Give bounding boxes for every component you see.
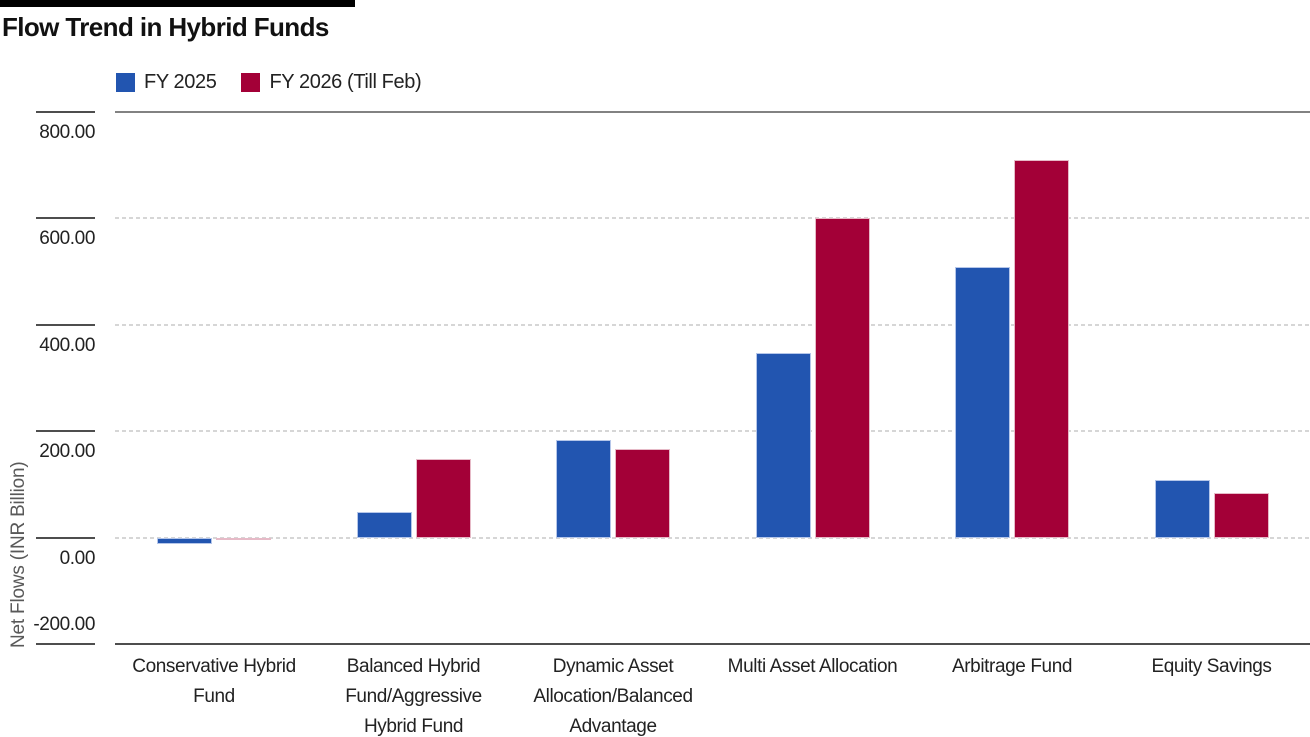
x-axis-label-4: Arbitrage Fund <box>951 656 1073 677</box>
gridline-200 <box>115 430 1310 433</box>
y-tick-label--200: -200.00 <box>33 614 95 635</box>
bar-fy-2025-0 <box>157 537 212 544</box>
legend-label-fy2025: FY 2025 <box>144 71 217 93</box>
x-axis-label-0: Conservative Hybrid Fund <box>132 656 296 707</box>
y-tick-0 <box>36 536 95 539</box>
x-axis-label-1: Balanced Hybrid Fund/Aggressive Hybrid F… <box>345 656 482 737</box>
y-tick-label-0: 0.00 <box>59 547 96 569</box>
bar-fy-2026-till-feb--4 <box>1014 159 1069 538</box>
bar-fy-2025-4 <box>955 267 1010 538</box>
legend-item-fy2025: FY 2025 <box>116 71 217 94</box>
legend-swatch-fy2025 <box>116 73 135 92</box>
y-tick-label-800: 800.00 <box>39 122 95 143</box>
bar-fy-2025-3 <box>755 352 811 538</box>
gridline-800 <box>115 111 1310 113</box>
bar-fy-2026-till-feb--5 <box>1213 493 1269 538</box>
gridline-0 <box>115 536 1310 539</box>
gridline--200 <box>115 643 1310 645</box>
bar-fy-2025-2 <box>556 439 611 538</box>
legend-swatch-fy2026 <box>241 73 261 92</box>
legend-item-fy2026: FY 2026 (Till Feb) <box>241 71 422 94</box>
chart-title: Flow Trend in Hybrid Funds <box>2 12 329 42</box>
y-tick-label-400: 400.00 <box>39 334 95 356</box>
title-accent-bar <box>0 0 355 7</box>
y-tick-600 <box>36 217 95 220</box>
bar-fy-2025-5 <box>1154 480 1210 538</box>
y-tick-800 <box>36 111 95 113</box>
x-axis-label-2: Dynamic Asset Allocation/Balanced Advant… <box>533 656 693 737</box>
bar-fy-2025-1 <box>356 512 412 538</box>
bar-fy-2026-till-feb--1 <box>415 459 471 538</box>
y-tick-label-200: 200.00 <box>39 441 95 463</box>
y-tick-200 <box>36 430 95 433</box>
gridline-600 <box>115 217 1310 220</box>
legend: FY 2025 FY 2026 (Till Feb) <box>116 71 422 94</box>
y-axis-title: Net Flows (INR Billion) <box>8 461 29 649</box>
bar-fy-2026-till-feb--0 <box>216 537 271 540</box>
y-tick--200 <box>36 643 95 645</box>
legend-label-fy2026: FY 2026 (Till Feb) <box>269 71 422 93</box>
bar-fy-2026-till-feb--2 <box>615 448 670 538</box>
y-tick-400 <box>36 323 95 326</box>
y-tick-label-600: 600.00 <box>39 228 95 250</box>
x-axis-label-3: Multi Asset Allocation <box>727 656 898 677</box>
x-axis-label-5: Equity Savings <box>1151 656 1272 677</box>
bar-fy-2026-till-feb--3 <box>814 218 870 538</box>
gridline-400 <box>115 323 1310 326</box>
